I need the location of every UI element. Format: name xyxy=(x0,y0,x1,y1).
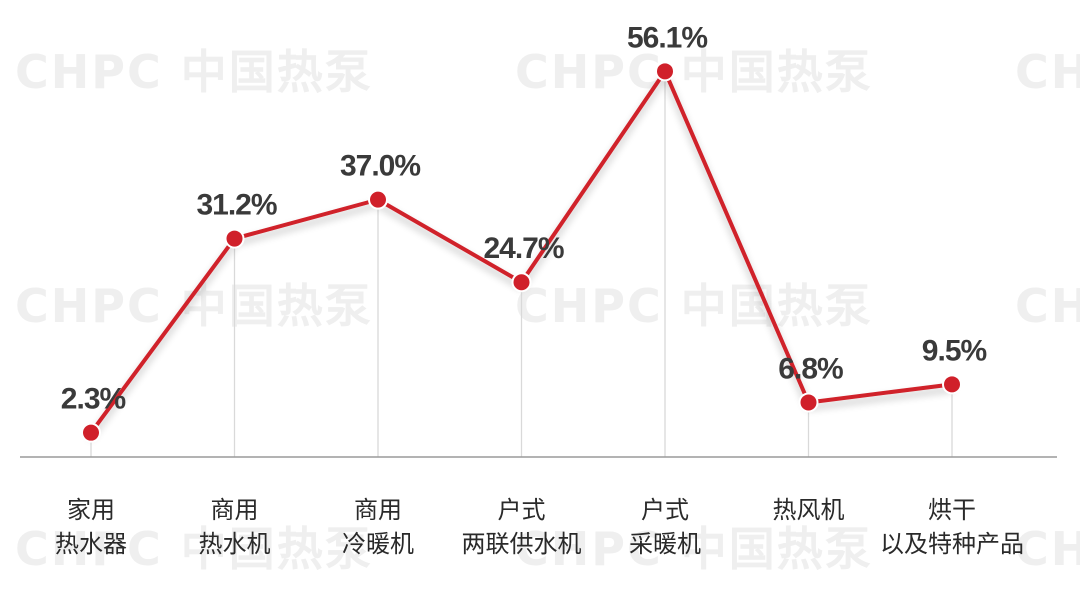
watermark-text: CHPC 中国热泵 xyxy=(1015,45,1080,99)
dropline-group xyxy=(90,71,953,457)
category-label: 以及特种产品 xyxy=(880,530,1024,558)
category-label: 户式 xyxy=(641,496,689,524)
watermark-text: CHPC 中国热泵 xyxy=(515,279,873,333)
category-label: 烘干 xyxy=(928,496,976,524)
data-point xyxy=(798,392,819,413)
category-label: 商用 xyxy=(211,496,259,524)
category-label: 两联供水机 xyxy=(462,530,582,558)
marker-group xyxy=(81,61,962,443)
data-label: 31.2% xyxy=(196,189,276,222)
watermark-text: CHPC 中国热泵 xyxy=(15,522,373,576)
data-label: 24.7% xyxy=(483,232,563,265)
watermark-text: CHPC 中国热泵 xyxy=(1015,522,1080,576)
data-label: 9.5% xyxy=(922,334,987,367)
category-label: 家用 xyxy=(67,496,115,524)
data-label: 6.8% xyxy=(778,352,843,385)
watermark-text: CHPC 中国热泵 xyxy=(15,45,373,99)
category-label: 商用 xyxy=(354,496,402,524)
watermark-group: CHPC 中国热泵 CHPC 中国热泵 CHPC 中国热泵 CHPC 中国热泵 CHPC… xyxy=(15,45,1080,576)
category-label: 热水器 xyxy=(55,530,127,558)
data-point xyxy=(81,422,101,443)
data-label: 37.0% xyxy=(340,150,420,183)
data-label: 56.1% xyxy=(627,21,707,54)
watermark-text: CHPC 中国热泵 xyxy=(1015,279,1080,333)
watermark-text: CHPC 中国热泵 xyxy=(515,45,873,99)
data-point xyxy=(224,228,245,249)
category-label: 户式 xyxy=(498,496,546,524)
category-label: 冷暖机 xyxy=(342,530,414,558)
watermark-text: CHPC 中国热泵 xyxy=(515,522,873,576)
data-label: 2.3% xyxy=(61,383,126,416)
watermark-text: CHPC 中国热泵 xyxy=(15,279,373,333)
data-point xyxy=(368,189,388,210)
category-label: 热风机 xyxy=(773,496,845,524)
data-point xyxy=(511,272,532,293)
value-label-group: 2.3% 31.2% 37.0% 24.7% 56.1% 6.8% 9.5% xyxy=(61,21,988,416)
category-label: 热水机 xyxy=(199,530,271,558)
data-point xyxy=(942,374,962,395)
category-label: 采暖机 xyxy=(629,530,701,558)
data-point xyxy=(655,61,675,82)
